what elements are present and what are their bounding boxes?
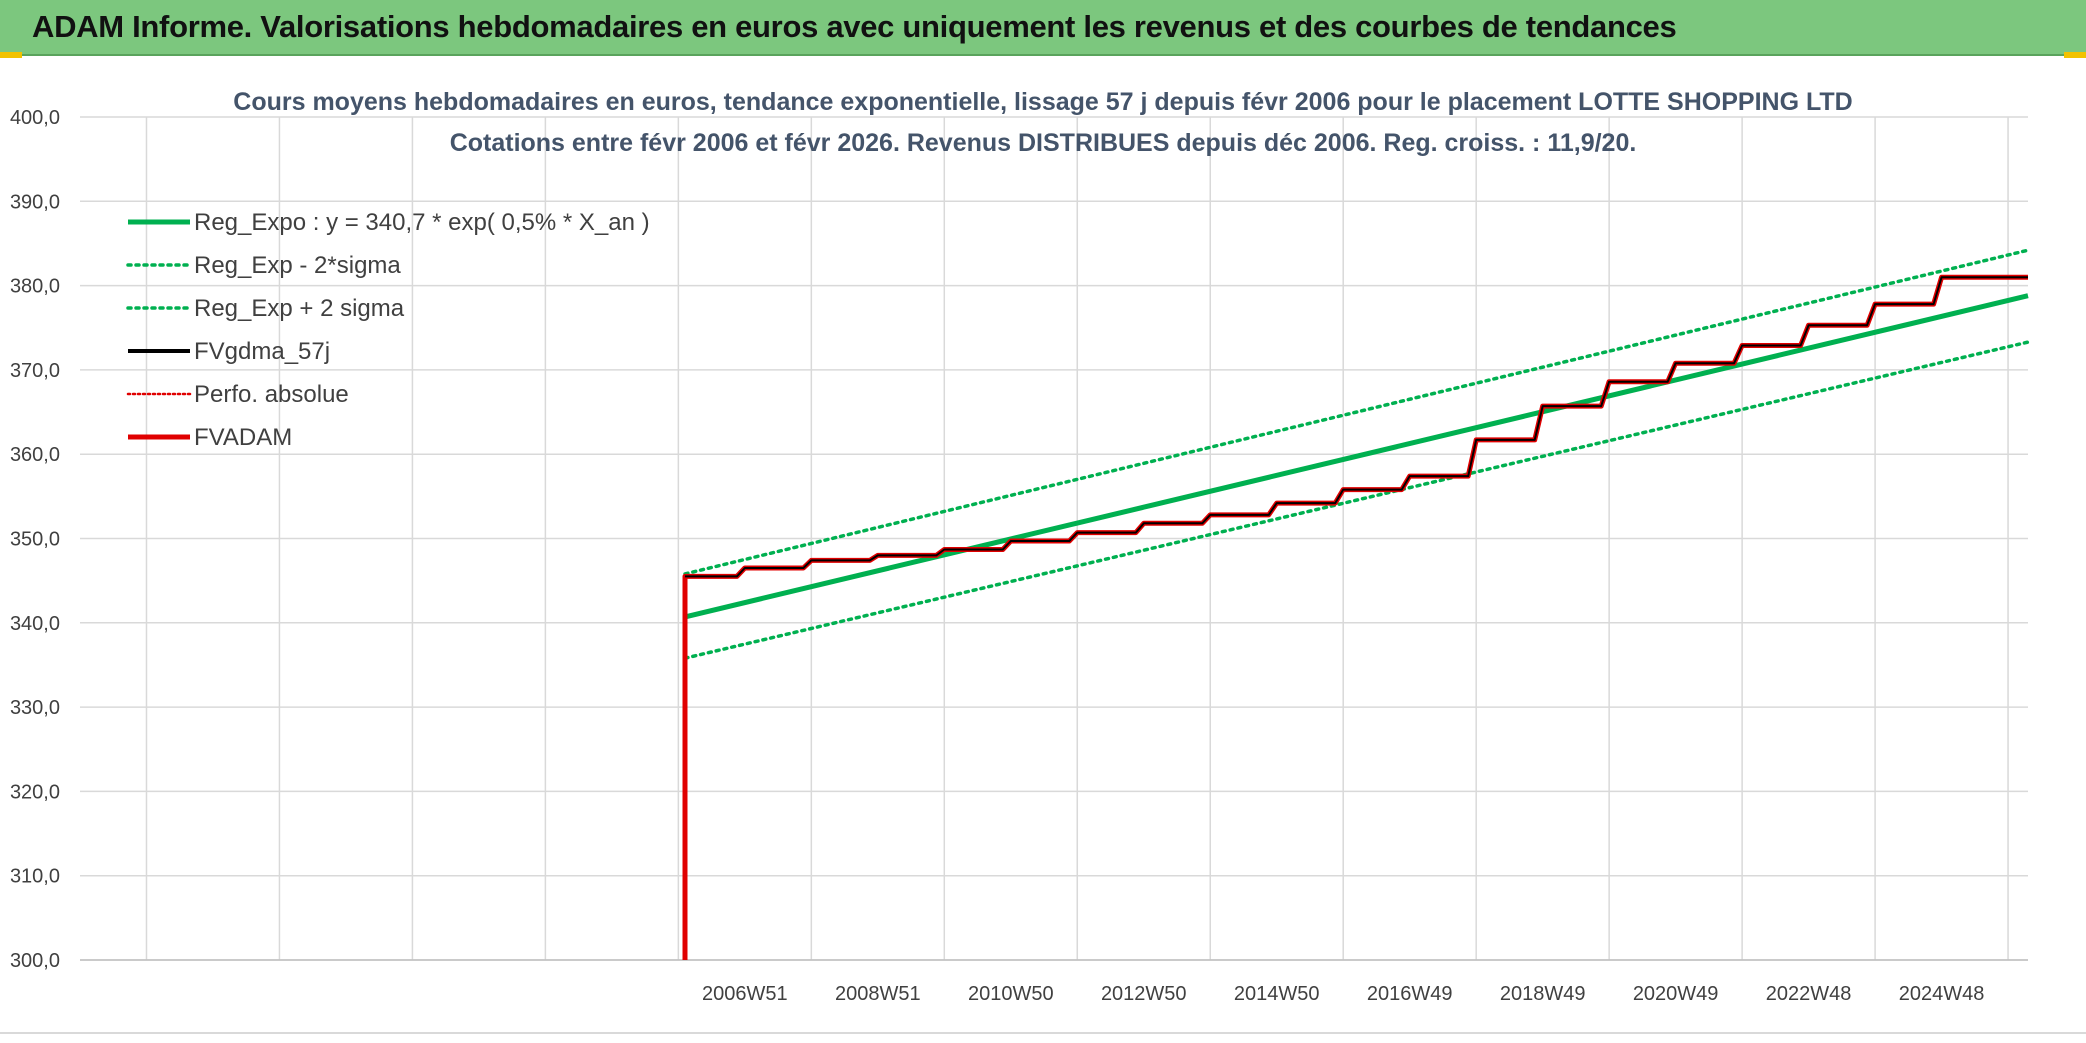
legend-label: Reg_Exp - 2*sigma bbox=[194, 252, 401, 279]
corner-marker-right bbox=[2064, 52, 2086, 58]
y-tick-label: 390,0 bbox=[10, 191, 60, 213]
series-reg_exp-line bbox=[683, 340, 2030, 660]
legend-label: Reg_Expo : y = 340,7 * exp( 0,5% * X_an … bbox=[194, 209, 650, 236]
bottom-border bbox=[0, 1032, 2086, 1034]
y-tick-label: 380,0 bbox=[10, 276, 60, 298]
series-fvadam-line bbox=[682, 274, 2028, 960]
y-tick-label: 360,0 bbox=[10, 444, 60, 466]
legend-label: Perfo. absolue bbox=[194, 381, 349, 408]
x-tick-label: 2006W51 bbox=[702, 983, 788, 1005]
series-reg_expo-line bbox=[684, 293, 2029, 620]
chart-series bbox=[682, 248, 2030, 960]
x-tick-label: 2024W48 bbox=[1899, 983, 1985, 1005]
legend-label: FVADAM bbox=[194, 424, 292, 451]
y-tick-label: 300,0 bbox=[10, 950, 60, 972]
report-title: ADAM Informe. Valorisations hebdomadaire… bbox=[32, 9, 1677, 44]
series-reg_exp-line bbox=[683, 248, 2030, 576]
x-tick-label: 2022W48 bbox=[1766, 983, 1852, 1005]
legend-label: FVgdma_57j bbox=[194, 338, 330, 365]
y-tick-label: 400,0 bbox=[10, 107, 60, 129]
series-fvgdma_57j-line bbox=[685, 276, 2028, 578]
chart-subtitle: Cotations entre févr 2006 et févr 2026. … bbox=[450, 129, 1637, 157]
chart-grid bbox=[80, 116, 2028, 961]
chart-svg: 300,0 310,0 320,0 330,0 340,0 350,0 360,0 370,0… bbox=[10, 88, 2030, 1005]
y-axis-ticks: 300,0 310,0 320,0 330,0 340,0 350,0 360,0 370,0… bbox=[10, 107, 60, 972]
x-tick-label: 2020W49 bbox=[1633, 983, 1719, 1005]
chart-legend: Reg_Expo : y = 340,7 * exp( 0,5% * X_an … bbox=[126, 209, 650, 451]
y-tick-label: 350,0 bbox=[10, 529, 60, 551]
y-tick-label: 340,0 bbox=[10, 613, 60, 635]
y-tick-label: 320,0 bbox=[10, 781, 60, 803]
x-tick-label: 2010W50 bbox=[968, 983, 1054, 1005]
chart-title: Cours moyens hebdomadaires en euros, ten… bbox=[233, 88, 1852, 116]
y-tick-label: 330,0 bbox=[10, 697, 60, 719]
x-tick-label: 2018W49 bbox=[1500, 983, 1586, 1005]
chart-area: 300,0 310,0 320,0 330,0 340,0 350,0 360,0 370,0… bbox=[0, 58, 2086, 1038]
y-tick-label: 370,0 bbox=[10, 360, 60, 382]
x-tick-label: 2014W50 bbox=[1234, 983, 1320, 1005]
x-tick-label: 2008W51 bbox=[835, 983, 921, 1005]
x-tick-label: 2012W50 bbox=[1101, 983, 1187, 1005]
x-tick-label: 2016W49 bbox=[1367, 983, 1453, 1005]
report-banner: ADAM Informe. Valorisations hebdomadaire… bbox=[0, 0, 2086, 56]
y-tick-label: 310,0 bbox=[10, 866, 60, 888]
corner-marker-left bbox=[0, 52, 22, 58]
x-axis-ticks: 2006W51 2008W51 2010W50 2012W50 2014W50 2016W… bbox=[702, 983, 1984, 1005]
legend-label: Reg_Exp + 2 sigma bbox=[194, 295, 405, 322]
